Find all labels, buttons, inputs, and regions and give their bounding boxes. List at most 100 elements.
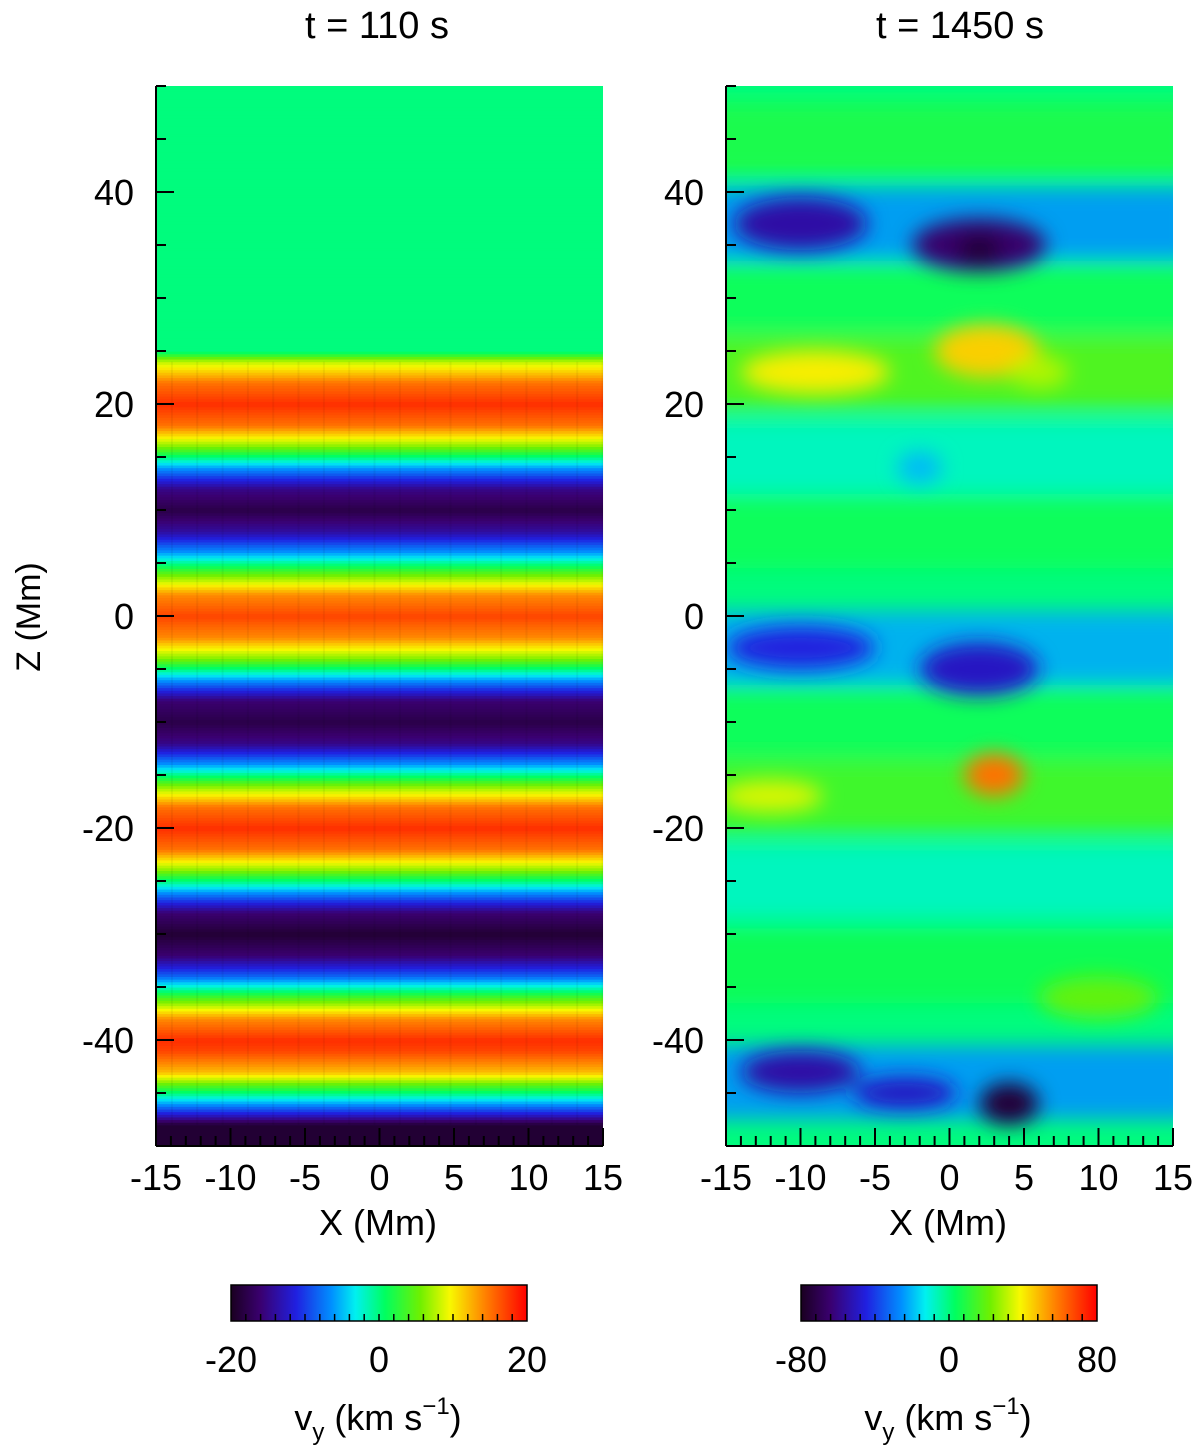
heatmap-band: [156, 1050, 603, 1054]
heatmap-band: [156, 1074, 603, 1078]
x-tick-label: 15: [1153, 1157, 1193, 1198]
heatmap-streak: [221, 361, 224, 1125]
heatmap-band: [156, 724, 603, 728]
heatmap-band: [156, 629, 603, 633]
heatmap-band: [156, 584, 603, 588]
heatmap-band: [156, 610, 603, 614]
heatmap-band: [156, 578, 603, 583]
heatmap-band: [156, 104, 603, 108]
heatmap-streak: [449, 361, 452, 1125]
heatmap-band: [156, 714, 603, 718]
heatmap-band: [156, 915, 603, 919]
heatmap-band: [156, 820, 603, 824]
heatmap-band: [156, 1002, 603, 1007]
heatmap-band: [156, 1108, 603, 1113]
heatmap-band: [156, 316, 603, 320]
heatmap-band: [156, 931, 603, 935]
heatmap-band: [156, 631, 603, 636]
right-colorbar: -80 0 80: [775, 1284, 1117, 1380]
heatmap-band: [156, 751, 603, 755]
heatmap-band: [156, 1029, 603, 1033]
heatmap-band: [156, 727, 603, 731]
heatmap-band: [156, 255, 603, 259]
heatmap-band: [156, 634, 603, 638]
heatmap-band: [156, 737, 603, 742]
heatmap-band: [156, 107, 603, 111]
heatmap-band: [156, 1111, 603, 1115]
heatmap-band: [156, 435, 603, 440]
right-heatmap-panel: -40 -20 0 20 40 -15 -10 -5 0 5 10 15: [652, 85, 1193, 1198]
heatmap-band: [156, 682, 603, 686]
heatmap-band: [156, 441, 603, 445]
heatmap-band: [156, 298, 603, 302]
heatmap-band: [156, 88, 603, 92]
heatmap-band: [156, 218, 603, 222]
heatmap-streak: [348, 361, 351, 1125]
heatmap-band: [156, 213, 603, 217]
heatmap-band: [156, 936, 603, 940]
heatmap-band: [156, 735, 603, 739]
heatmap-band: [156, 899, 603, 903]
heatmap-band: [156, 896, 603, 901]
heatmap-streak: [272, 361, 275, 1125]
heatmap-band: [156, 843, 603, 848]
heatmap-band: [156, 1034, 603, 1038]
heatmap-blob: [733, 197, 868, 251]
heatmap-band: [156, 279, 603, 283]
heatmap-band: [156, 125, 603, 129]
heatmap-band: [156, 533, 603, 538]
heatmap-band: [156, 1026, 603, 1030]
heatmap-band: [156, 568, 603, 572]
heatmap-band: [156, 912, 603, 917]
heatmap-band: [156, 870, 603, 874]
heatmap-band: [156, 782, 603, 787]
heatmap-band: [156, 1037, 603, 1041]
heatmap-band: [156, 123, 603, 127]
heatmap-band: [156, 229, 603, 233]
heatmap-band: [156, 223, 603, 228]
heatmap-blob: [740, 351, 890, 394]
heatmap-band: [156, 1024, 603, 1028]
heatmap-band: [156, 165, 603, 169]
heatmap-band: [156, 451, 603, 455]
heatmap-band: [156, 732, 603, 736]
heatmap-band: [156, 809, 603, 813]
heatmap-band: [156, 454, 603, 458]
heatmap-band: [156, 404, 603, 408]
heatmap-band: [156, 806, 603, 811]
heatmap-band: [156, 1077, 603, 1081]
heatmap-band: [156, 920, 603, 924]
x-tick-label: 0: [369, 1157, 389, 1198]
heatmap-band: [156, 459, 603, 463]
heatmap-band: [156, 989, 603, 993]
heatmap-band: [156, 170, 603, 175]
heatmap-band: [156, 472, 603, 477]
heatmap-band: [156, 335, 603, 339]
heatmap-band: [156, 934, 603, 938]
heatmap-band: [726, 419, 1173, 495]
heatmap-band: [156, 549, 603, 553]
heatmap-band: [156, 563, 603, 567]
heatmap-band: [156, 324, 603, 328]
heatmap-band: [156, 510, 603, 514]
heatmap-band: [156, 234, 603, 238]
heatmap-blob: [1038, 976, 1159, 1019]
x-tick-label: 5: [444, 1157, 464, 1198]
heatmap-blob: [740, 1050, 861, 1094]
heatmap-band: [156, 570, 603, 575]
heatmap-band: [156, 247, 603, 251]
heatmap-band: [156, 536, 603, 540]
heatmap-band: [156, 1069, 603, 1073]
heatmap-band: [156, 210, 603, 214]
heatmap-band: [156, 793, 603, 797]
heatmap-band: [156, 266, 603, 270]
heatmap-band: [156, 351, 603, 355]
heatmap-band: [156, 703, 603, 707]
heatmap-band: [156, 221, 603, 225]
heatmap-band: [156, 488, 603, 493]
heatmap-band: [156, 332, 603, 336]
heatmap-blob: [964, 753, 1024, 797]
heatmap-band: [726, 843, 1173, 919]
heatmap-band: [156, 695, 603, 699]
heatmap-band: [156, 976, 603, 980]
